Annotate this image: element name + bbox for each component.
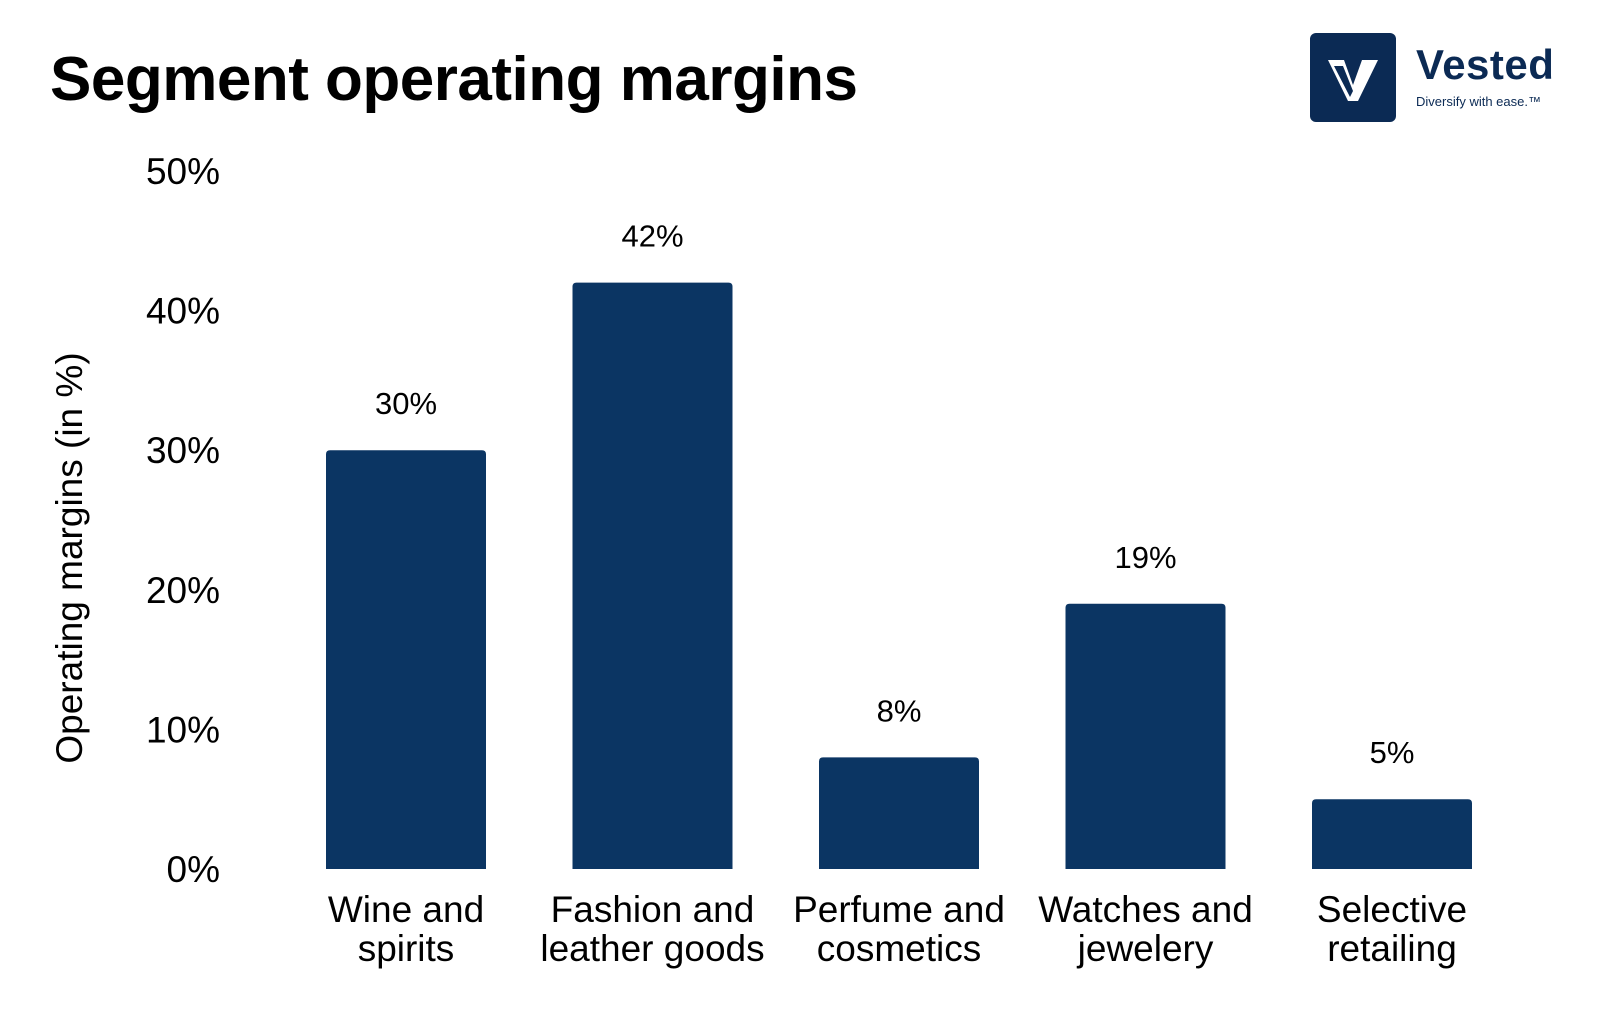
y-axis-title: Operating margins (in %): [49, 352, 90, 763]
bar: [1312, 799, 1472, 869]
x-category-label: Watches and: [1038, 889, 1253, 930]
x-category-label: retailing: [1327, 928, 1457, 969]
bar: [1065, 603, 1226, 869]
y-tick-label: 0%: [167, 849, 220, 890]
brand-name: Vested: [1416, 41, 1555, 88]
bar: [819, 757, 979, 869]
y-tick-label: 20%: [146, 570, 220, 611]
bar-value-label: 30%: [375, 386, 437, 421]
bar-value-label: 5%: [1370, 735, 1415, 770]
y-axis-ticks: 0% 10% 20% 30% 40% 50%: [146, 151, 220, 890]
x-category-label: spirits: [358, 928, 455, 969]
bar-value-label: 42%: [621, 219, 683, 254]
bar: [326, 450, 486, 869]
x-category-label: Fashion and: [551, 889, 755, 930]
brand-tagline: Diversify with ease.™: [1416, 94, 1541, 109]
vested-logo-icon: [1310, 33, 1396, 122]
x-category-label: Selective: [1317, 889, 1467, 930]
y-tick-label: 30%: [146, 430, 220, 471]
bars: [326, 282, 1472, 869]
y-tick-label: 50%: [146, 151, 220, 192]
data-labels: 30% 42% 8% 19% 5%: [375, 219, 1414, 771]
vested-logo: Vested Diversify with ease.™: [1310, 33, 1570, 123]
bar: [572, 282, 733, 869]
x-category-label: Wine and: [328, 889, 484, 930]
y-tick-label: 10%: [146, 709, 220, 750]
x-category-label: cosmetics: [817, 928, 981, 969]
x-category-label: jewelery: [1077, 928, 1214, 969]
x-category-label: leather goods: [540, 928, 764, 969]
chart-title: Segment operating margins: [50, 45, 858, 114]
x-category-label: Perfume and: [793, 889, 1005, 930]
bar-value-label: 8%: [877, 693, 922, 728]
bar-value-label: 19%: [1114, 540, 1176, 575]
y-tick-label: 40%: [146, 291, 220, 332]
